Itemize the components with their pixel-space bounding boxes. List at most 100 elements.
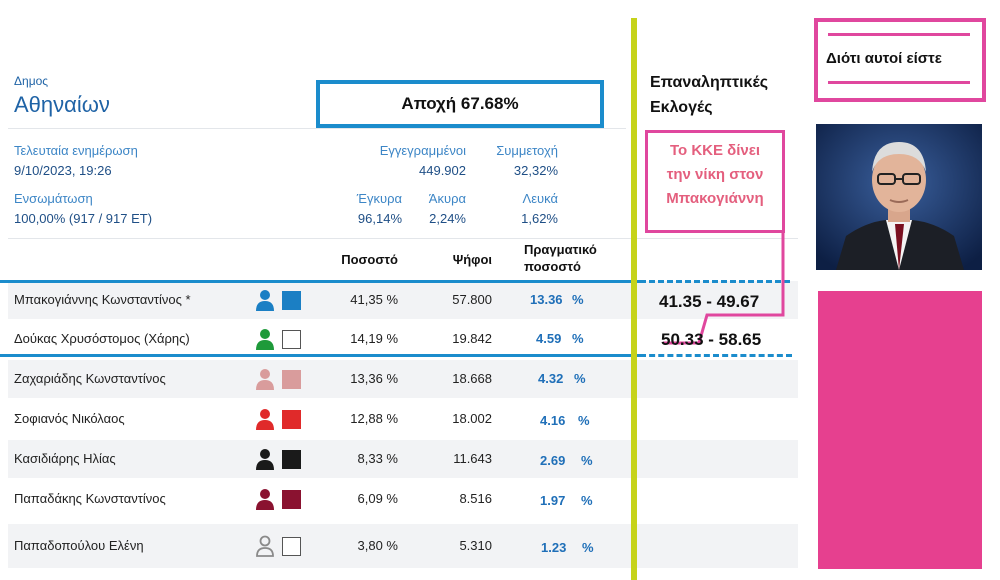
col-real-line1: Πραγματικό [524, 242, 597, 257]
candidate-votes: 18.668 [452, 371, 492, 386]
runoff-line2: Εκλογές [650, 99, 713, 116]
party-color-swatch [282, 410, 301, 429]
kke-line3: Μπακογιάννη [666, 190, 764, 207]
col-real-line2: ποσοστό [524, 259, 582, 274]
candidate-real-percent-unit: % [581, 453, 593, 468]
candidate-real-percent: 2.69 [540, 453, 566, 468]
range-second-end: - 58.65 [703, 330, 762, 349]
party-color-swatch [282, 291, 301, 310]
header-divider [8, 128, 626, 129]
top-blue-dash [640, 280, 790, 283]
candidate-votes: 5.310 [459, 538, 492, 553]
col-real-percent-header: Πραγματικό ποσοστό [524, 241, 597, 275]
table-row[interactable] [8, 440, 798, 478]
blank-label: Λευκά [522, 191, 558, 206]
last-update-label: Τελευταία ενημέρωση [14, 143, 138, 158]
candidate-percent: 41,35 % [350, 292, 398, 307]
person-icon [256, 409, 274, 430]
candidate-real-percent-unit: % [581, 493, 593, 508]
person-icon [256, 369, 274, 390]
candidate-name: Σοφιανός Νικόλαος [14, 411, 125, 426]
candidate-name: Ζαχαριάδης Κωνσταντίνος [14, 371, 166, 386]
col-votes-header: Ψήφοι [452, 252, 492, 267]
candidate-votes: 19.842 [452, 331, 492, 346]
valid-value: 96,14% [357, 211, 402, 226]
candidate-name: Μπακογιάννης Κωνσταντίνος * [14, 292, 191, 307]
candidate-real-percent-unit: % [572, 292, 584, 307]
candidate-percent: 3,80 % [357, 538, 398, 553]
candidate-percent: 14,19 % [350, 331, 398, 346]
bottom-blue-line [0, 354, 640, 357]
runoff-line1: Επαναληπτικές [650, 74, 769, 91]
municipality-name: Αθηναίων [14, 92, 110, 117]
col-percent-header: Ποσοστό [341, 252, 398, 267]
kke-note-box: Το ΚΚΕ δίνει την νίκη στον Μπακογιάννη [645, 130, 785, 233]
invalid-label: Άκυρα [428, 191, 466, 206]
party-color-swatch [282, 370, 301, 389]
registered-label: Εγγεγραμμένοι [379, 143, 466, 158]
candidate-real-percent: 4.16 [540, 413, 566, 428]
kke-line1: Το ΚΚΕ δίνει [669, 142, 761, 159]
slogan-text: Διότι αυτοί είστε [826, 50, 942, 67]
candidate-name: Κασιδιάρης Ηλίας [14, 451, 116, 466]
table-row[interactable] [8, 360, 798, 398]
range-first: 41.35 - 49.67 [659, 292, 760, 311]
candidate-real-percent-unit: % [582, 540, 594, 555]
person-icon [256, 449, 274, 470]
runoff-title: Επαναληπτικές Εκλογές [650, 70, 768, 120]
table-row[interactable] [8, 400, 798, 438]
municipality-label: Δημος [14, 74, 49, 88]
candidate-votes: 57.800 [452, 292, 492, 307]
pink-connector [663, 233, 785, 345]
portrait-photo [816, 124, 982, 270]
slogan-rule-top [828, 33, 970, 36]
candidate-real-percent-unit: % [572, 331, 584, 346]
table-row[interactable] [8, 281, 798, 319]
integration-value: 100,00% (917 / 917 ΕΤ) [14, 211, 153, 226]
candidate-votes: 8.516 [459, 491, 492, 506]
candidate-name: Παπαδάκης Κωνσταντίνος [14, 491, 166, 506]
candidate-real-percent: 1.97 [540, 493, 566, 508]
kke-line2: την νίκη στον [666, 166, 764, 183]
bottom-blue-dash [640, 354, 792, 357]
meta-divider [8, 238, 798, 239]
yellow-separator [631, 18, 637, 580]
person-icon [256, 535, 274, 557]
person-icon [256, 290, 274, 311]
turnout-value: 32,32% [513, 163, 558, 178]
invalid-value: 2,24% [429, 211, 466, 226]
candidate-percent: 12,88 % [350, 411, 398, 426]
table-row[interactable] [8, 524, 798, 568]
person-icon [256, 329, 274, 350]
abstention-box: Αποχή 67.68% [316, 80, 604, 128]
registered-value: 449.902 [419, 163, 466, 178]
slogan-box [814, 18, 986, 102]
top-blue-line [0, 280, 640, 283]
candidate-real-percent-unit: % [574, 371, 586, 386]
party-color-swatch [282, 330, 301, 349]
abstention-text: Αποχή 67.68% [401, 94, 519, 113]
pink-block [818, 291, 982, 569]
candidate-votes: 18.002 [452, 411, 492, 426]
candidate-name: Δούκας Χρυσόστομος (Χάρης) [14, 331, 190, 346]
candidate-real-percent: 1.23 [541, 540, 567, 555]
last-update-value: 9/10/2023, 19:26 [14, 163, 112, 178]
person-icon [256, 489, 274, 510]
candidate-real-percent: 13.36 [530, 292, 563, 307]
party-color-swatch [282, 490, 301, 509]
turnout-label: Συμμετοχή [496, 143, 558, 158]
candidate-votes: 11.643 [453, 451, 492, 466]
range-second: 50.33 - 58.65 [661, 330, 761, 350]
slogan-rule-bottom [828, 81, 970, 84]
party-color-swatch [282, 450, 301, 469]
candidate-percent: 13,36 % [350, 371, 398, 386]
candidate-name: Παπαδοπούλου Ελένη [14, 538, 144, 553]
integration-label: Ενσωμάτωση [14, 191, 93, 206]
valid-label: Έγκυρα [356, 191, 402, 206]
candidate-percent: 8,33 % [357, 451, 398, 466]
candidate-percent: 6,09 % [357, 491, 398, 506]
blank-value: 1,62% [521, 211, 558, 226]
party-color-swatch [282, 537, 301, 556]
candidate-real-percent-unit: % [578, 413, 590, 428]
range-second-start: 50.33 [661, 330, 704, 349]
